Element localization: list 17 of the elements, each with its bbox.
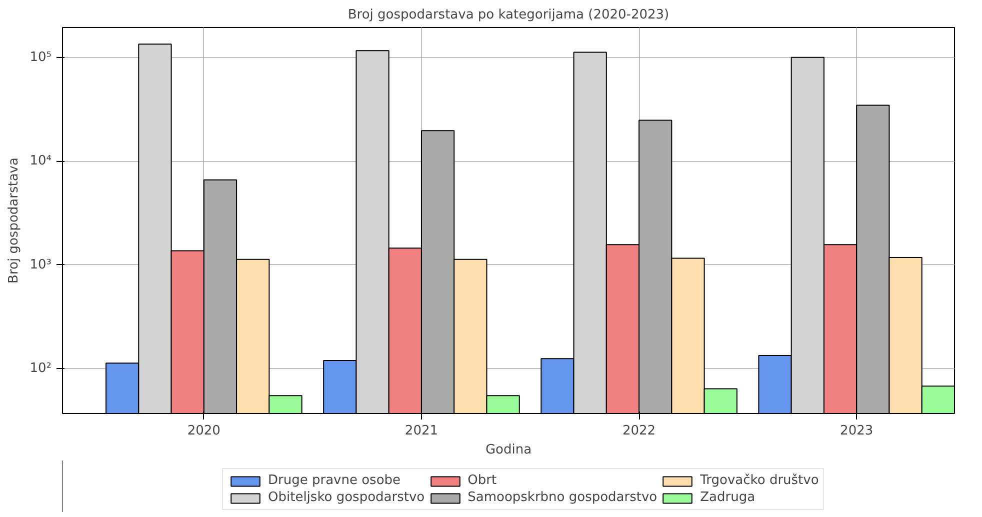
chart-title: Broj gospodarstava po kategorijama (2020-2023) [348,8,670,22]
legend-label: Obiteljsko gospodarstvo [268,490,425,505]
legend-label: Trgovačko društvo [700,473,819,488]
x-tick-label: 2023 [840,424,874,438]
y-tick-label: 10⁴ [30,154,52,169]
y-tick-label: 10² [30,361,52,376]
y-tick-label: 10⁵ [30,50,52,65]
y-tick-label: 10³ [30,257,52,272]
y-axis-title: Broj gospodarstava [6,158,22,284]
legend-label: Obrt [468,473,497,488]
x-tick-label: 2020 [187,424,220,438]
x-tick-label: 2021 [404,424,438,438]
x-tick-label: 2022 [622,424,656,438]
legend-label: Druge pravne osobe [268,473,401,488]
legend-label: Zadruga [700,490,756,505]
legend-label: Samoopskrbno gospodarstvo [468,490,658,505]
x-axis-title: Godina [485,442,532,458]
